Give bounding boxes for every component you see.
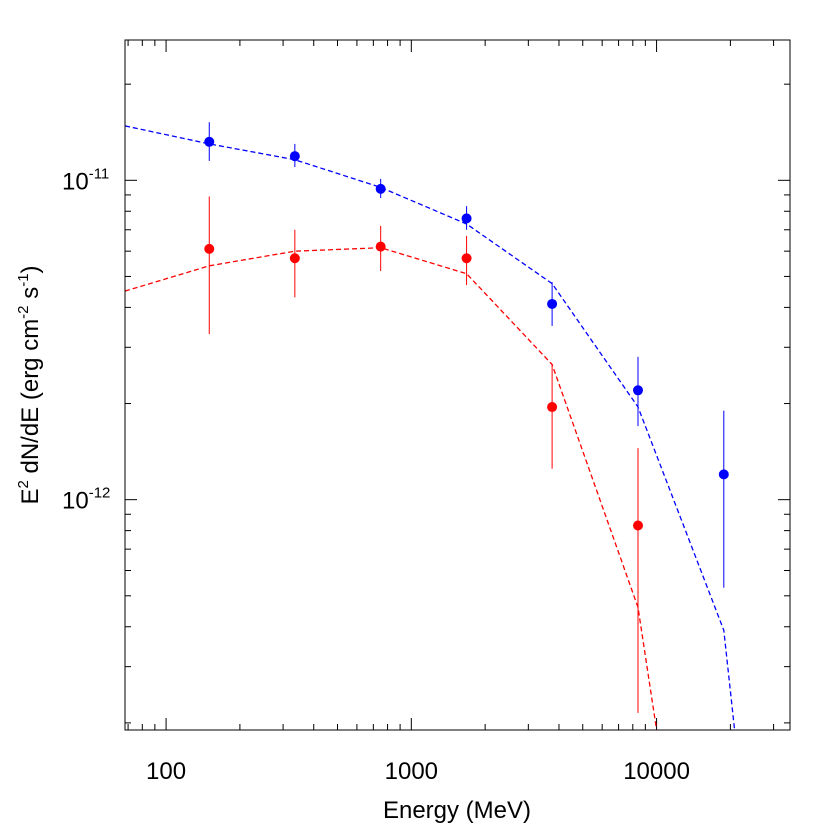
x-tick-label: 1000 — [385, 758, 438, 785]
data-point-0-5 — [632, 385, 643, 396]
data-point-1-5 — [632, 520, 643, 531]
data-point-0-3 — [461, 213, 472, 224]
data-point-0-6 — [718, 469, 729, 480]
data-point-0-4 — [547, 298, 558, 309]
x-tick-labels: 100 1000 10000 — [146, 758, 690, 785]
data-point-1-2 — [375, 241, 386, 252]
y-axis-label: E2 dN/dE (erg cm-2 s-1) — [15, 265, 44, 504]
y-tick-labels: 10-11 10-12 — [62, 165, 110, 514]
y-tick-label: 10-12 — [62, 485, 110, 515]
y-tick-label: 10-11 — [62, 165, 109, 195]
model-curve-1 — [125, 247, 658, 730]
data-points — [204, 136, 729, 531]
data-point-1-3 — [461, 253, 472, 264]
x-axis-label: Energy (MeV) — [383, 797, 531, 824]
data-point-0-0 — [204, 136, 215, 147]
major-ticks — [125, 40, 790, 730]
data-point-0-1 — [289, 151, 300, 162]
data-point-1-4 — [547, 402, 558, 413]
data-point-1-0 — [204, 243, 215, 254]
minor-ticks — [125, 40, 790, 730]
plot-frame — [124, 39, 791, 731]
data-point-1-1 — [289, 253, 300, 264]
data-point-0-2 — [375, 183, 386, 194]
x-tick-label: 100 — [146, 758, 186, 785]
x-tick-label: 10000 — [623, 758, 690, 785]
